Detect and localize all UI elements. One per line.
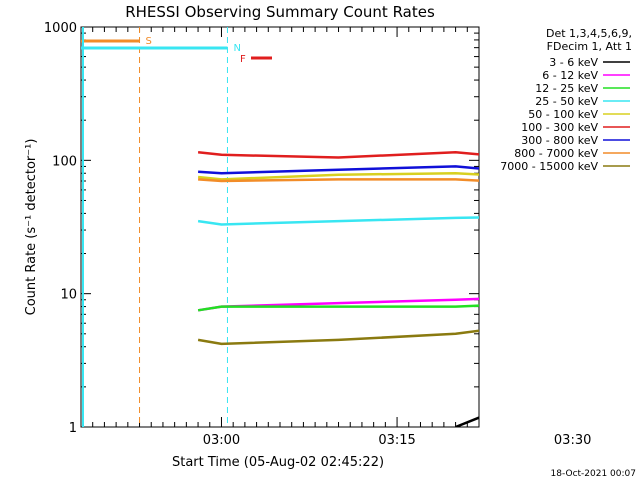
x-tick-label: 03:15 <box>378 433 415 448</box>
legend-entry-300-800-kev: 300 - 800 keV <box>521 134 598 147</box>
series-12-25-kev <box>197 304 479 312</box>
legend: Det 1,3,4,5,6,9,FDecim 1, Att 1 3 - 6 keV… <box>500 27 632 173</box>
legend-entry-12-25-kev: 12 - 25 keV <box>535 82 598 95</box>
legend-entry-800-7000-kev: 800 - 7000 keV <box>514 147 598 160</box>
legend-entry-25-50-kev: 25 - 50 keV <box>535 95 598 108</box>
series-25-50-kev <box>197 216 479 226</box>
series-3-6-kev <box>455 416 479 427</box>
legend-entry-100-300-kev: 100 - 300 keV <box>521 121 598 134</box>
y-axis: 1 10 100 1000 <box>44 21 479 436</box>
night-flag-label: N <box>233 43 240 54</box>
plot-frame <box>80 26 480 428</box>
series-lines <box>197 150 479 427</box>
x-tick-label: 03:30 <box>554 433 591 448</box>
flag-markers: S NF <box>81 27 272 427</box>
y-tick-label: 1 <box>69 421 77 436</box>
series-7000-15000-kev <box>197 329 479 346</box>
legend-entry-6-12-kev: 6 - 12 keV <box>542 69 598 82</box>
saa-flag-label: S <box>146 36 152 47</box>
series-800-7000-kev <box>198 178 479 183</box>
legend-entry-50-100-kev: 50 - 100 keV <box>528 108 598 121</box>
legend-entry-7000-15000-kev: 7000 - 15000 keV <box>500 160 598 173</box>
x-axis-label: Start Time (05-Aug-02 02:45:22) <box>172 455 384 470</box>
flare-flag-label: F <box>240 54 246 65</box>
y-tick-label: 1000 <box>44 21 77 36</box>
y-axis-label: Count Rate (s⁻¹ detector⁻¹) <box>24 139 39 316</box>
series-300-800-kev <box>198 165 479 175</box>
y-tick-label: 10 <box>60 288 77 303</box>
y-tick-label: 100 <box>52 154 77 169</box>
x-tick-label: 03:00 <box>203 433 240 448</box>
series-100-300-kev <box>197 150 479 159</box>
footer-date: 18-Oct-2021 00:07 <box>551 469 636 479</box>
series-50-100-kev <box>197 172 479 181</box>
legend-header: Det 1,3,4,5,6,9, <box>546 27 632 40</box>
series-6-12-kev <box>197 297 479 312</box>
legend-entry-3-6-kev: 3 - 6 keV <box>549 56 598 69</box>
chart-title: RHESSI Observing Summary Count Rates <box>125 3 435 21</box>
legend-header: FDecim 1, Att 1 <box>547 40 632 53</box>
